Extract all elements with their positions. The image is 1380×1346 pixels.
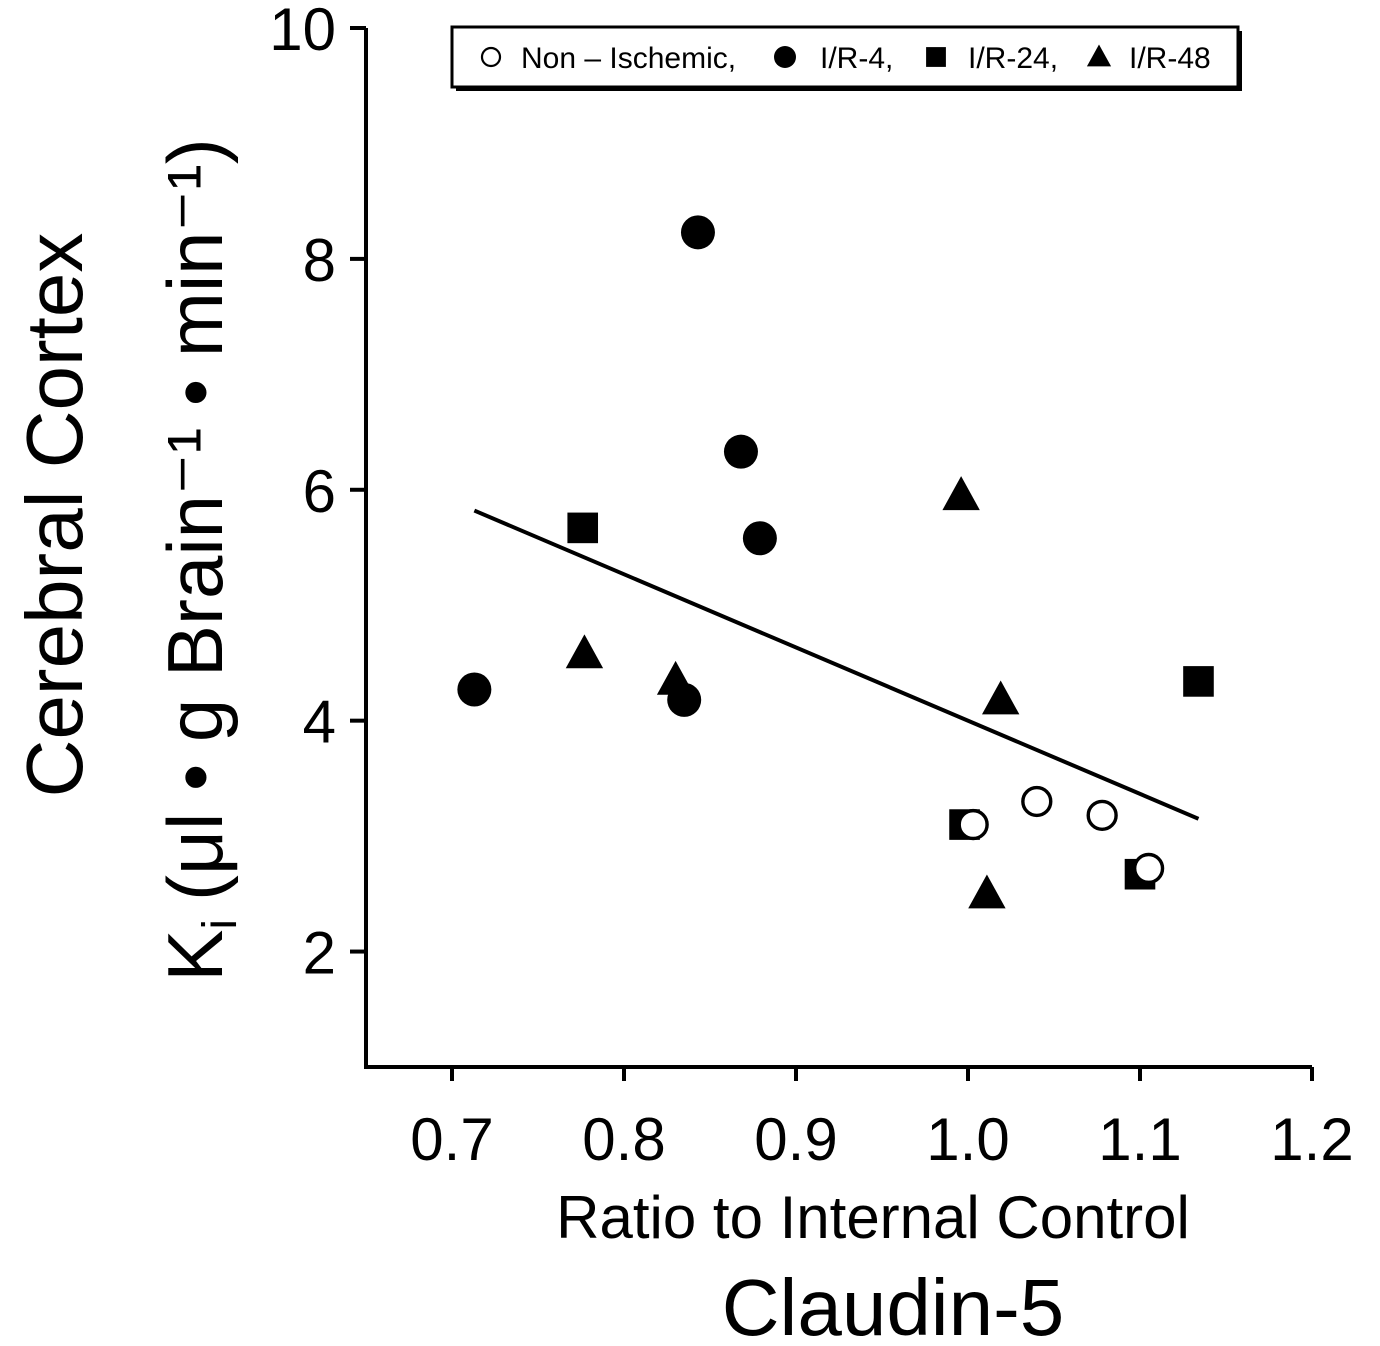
x-tick-label: 0.8 (582, 1106, 665, 1173)
y-axis-region-label: Cerebral Cortex (10, 233, 99, 798)
y-axis-units-label: Ki (μl • g Brain⁻¹ • min⁻¹) (151, 138, 247, 981)
y-axis-symbol: K (151, 930, 239, 982)
filled-circle-data-point (742, 521, 777, 556)
legend-items: Non – Ischemic, I/R-4, I/R-24, I/R-48 (480, 42, 1211, 75)
legend-marker-filled-triangle (1086, 44, 1112, 67)
y-axis-subscript: i (194, 919, 247, 930)
y-tick-label: 8 (303, 227, 336, 294)
legend-marker-filled-circle (774, 46, 796, 68)
filled-circle-data-point (457, 672, 492, 707)
x-tick-label: 0.7 (410, 1106, 493, 1173)
legend-entry-label: I/R-24, (968, 42, 1058, 75)
open-circle-data-point (1021, 785, 1053, 818)
legend-box (450, 25, 1240, 89)
filled-triangle-data-point (565, 634, 604, 669)
x-axis-sublabel: Claudin-5 (722, 1263, 1064, 1346)
filled-triangle-data-point (981, 680, 1020, 715)
legend-marker-open-circle (480, 46, 502, 68)
filled-triangle-data-point (656, 660, 695, 695)
y-tick-label: 2 (303, 920, 336, 987)
x-axis-label: Ratio to Internal Control (556, 1184, 1190, 1251)
filled-circle-data-point (680, 215, 715, 250)
filled-triangle-data-point (968, 874, 1006, 909)
y-axis-ticks: 2 4 6 8 10 (269, 0, 366, 987)
filled-circle-data-point (723, 434, 758, 469)
open-circle-data-point (957, 808, 989, 841)
filled-square-data-point (567, 512, 599, 544)
legend-marker-filled-square (926, 47, 946, 67)
x-tick-label: 1.2 (1270, 1106, 1353, 1173)
x-tick-label: 1.0 (926, 1106, 1009, 1173)
x-tick-label: 1.1 (1098, 1106, 1181, 1173)
filled-triangle-data-point (942, 476, 980, 511)
data-points (457, 215, 1214, 909)
filled-square-data-point (1183, 666, 1214, 697)
y-tick-label: 6 (303, 458, 336, 525)
regression-line (473, 508, 1200, 821)
legend-entry-label: I/R-4, (820, 42, 893, 75)
y-tick-label: 10 (269, 0, 336, 63)
legend: Non – Ischemic, I/R-4, I/R-24, I/R-48 (450, 25, 1242, 91)
legend-entry-label: I/R-48 (1129, 42, 1211, 75)
open-circle-data-point (1086, 799, 1118, 831)
x-tick-label: 0.9 (754, 1106, 837, 1173)
y-tick-label: 4 (303, 689, 336, 756)
y-axis-units: (μl • g Brain⁻¹ • min⁻¹) (151, 138, 239, 901)
open-circle-data-point (1132, 852, 1165, 885)
legend-entry-label: Non – Ischemic, (521, 42, 736, 75)
x-axis-ticks: 0.7 0.8 0.9 1.0 1.1 1.2 (410, 1067, 1354, 1173)
